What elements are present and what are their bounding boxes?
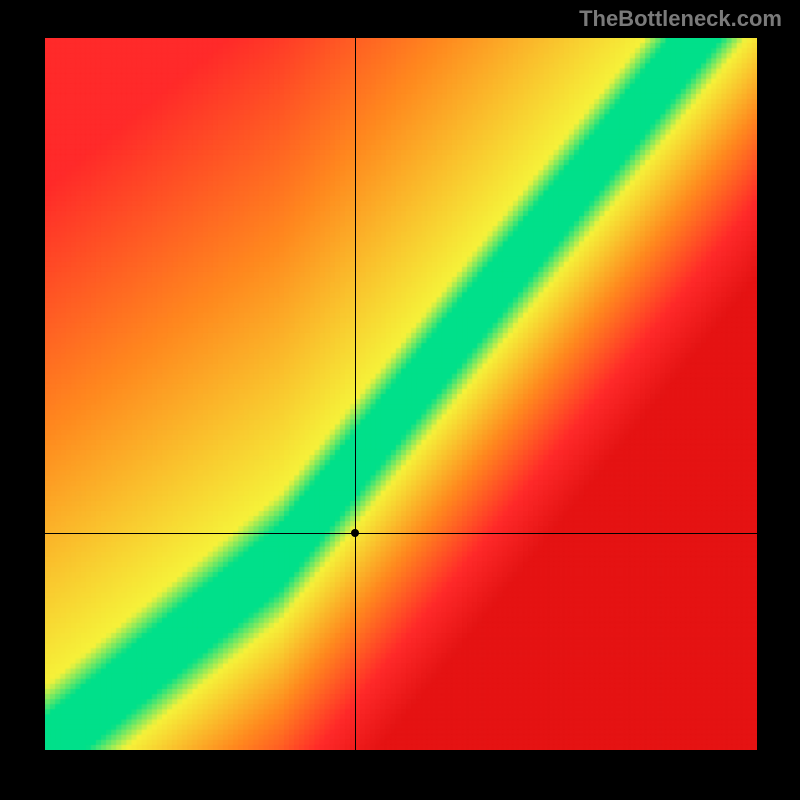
watermark-text: TheBottleneck.com — [579, 6, 782, 32]
heatmap-canvas — [45, 38, 757, 750]
selection-marker[interactable] — [351, 529, 359, 537]
chart-container: TheBottleneck.com — [0, 0, 800, 800]
plot-area — [45, 38, 757, 750]
crosshair-horizontal — [45, 533, 757, 534]
crosshair-vertical — [355, 38, 356, 750]
